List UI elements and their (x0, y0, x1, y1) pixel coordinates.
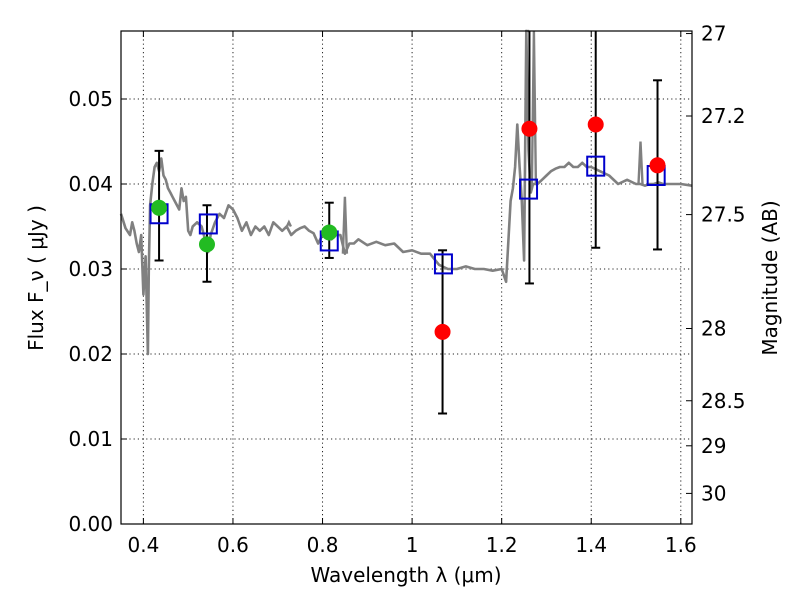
model-point-square (433, 253, 453, 275)
y-tick-label: 0.04 (68, 172, 113, 196)
right-tick-label: 27.2 (701, 104, 746, 128)
x-tick-label: 1 (406, 533, 419, 557)
errorbar-layer (154, 31, 663, 415)
model-point-square (586, 155, 606, 177)
observed-point (649, 157, 666, 174)
model-point-square (198, 213, 218, 235)
model-points-layer (149, 155, 666, 275)
right-tick-label: 30 (701, 481, 726, 505)
observed-point (321, 224, 338, 241)
plot-frame (120, 30, 693, 525)
right-tick-label: 28.5 (701, 389, 746, 413)
right-tick-label: 29 (701, 434, 726, 458)
right-tick-label: 28 (701, 317, 726, 341)
y-tick-label: 0.05 (68, 87, 113, 111)
model-emission-line (285, 219, 292, 228)
right-tick-label: 27 (701, 22, 726, 46)
x-tick-label: 0.6 (217, 533, 249, 557)
y-axis-title: Flux F_ν ( μJy ) (24, 205, 48, 351)
observed-point (151, 199, 168, 216)
x-tick-label: 0.4 (127, 533, 159, 557)
x-tick-label: 1.2 (486, 533, 518, 557)
x-axis-title: Wavelength λ (μm) (310, 563, 501, 587)
y-tick-label: 0.00 (68, 512, 113, 536)
model-spectrum-layer (119, 29, 693, 356)
observed-point (587, 116, 604, 133)
right-tick-label: 27.5 (701, 203, 746, 227)
y-tick-label: 0.03 (68, 257, 113, 281)
x-tick-label: 1.4 (575, 533, 607, 557)
x-tick-label: 0.8 (307, 533, 339, 557)
model-spectrum-line (119, 29, 693, 356)
y-tick-label: 0.02 (68, 342, 113, 366)
axes-frame-layer (120, 30, 693, 525)
model-emission-line (530, 30, 538, 185)
model-emission-line (341, 196, 349, 254)
observed-point (198, 236, 215, 253)
model-emission-line (637, 141, 644, 185)
y-tick-label: 0.01 (68, 427, 113, 451)
model-point-square (519, 178, 539, 200)
observed-point (434, 323, 451, 340)
x-tick-label: 1.6 (665, 533, 697, 557)
tick-layer: 0.4 0.6 0.8 1 1.2 1.4 1.6 0.00 0.01 0.02 0.03 0.04 0… (68, 22, 745, 557)
right-axis-title: Magnitude (AB) (758, 200, 782, 355)
observed-points-layer (151, 116, 666, 340)
observed-point (521, 120, 538, 137)
